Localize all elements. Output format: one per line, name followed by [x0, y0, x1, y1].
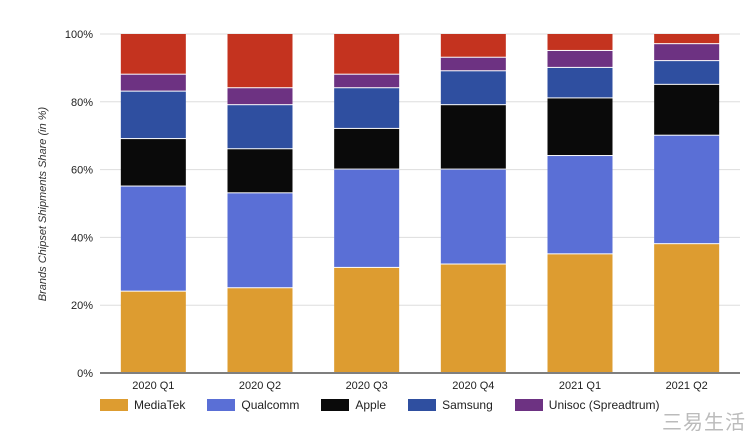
y-tick-label: 80% — [71, 97, 93, 109]
x-tick-label: 2021 Q2 — [666, 380, 708, 392]
x-tick-label: 2020 Q2 — [239, 380, 281, 392]
bar-segment-qualcomm-2021-q2 — [654, 135, 720, 244]
bar-segment-apple-2021-q2 — [654, 84, 720, 135]
bar-segment-mediatek-2021-q1 — [547, 254, 613, 372]
legend-item: MediaTek — [100, 398, 185, 412]
bar-segment-samsung-2020-q2 — [227, 105, 293, 149]
bar-segment-unisoc-spreadtrum--2020-q2 — [227, 88, 293, 105]
y-tick-labels: 0% 20% 40% 60% 80% 100% — [65, 29, 93, 380]
bar-segment-qualcomm-2020-q4 — [440, 169, 506, 264]
bars — [120, 34, 720, 372]
bar-segment-unlabeled-2020-q1 — [120, 34, 186, 74]
bar-segment-mediatek-2020-q4 — [440, 264, 506, 372]
bar-segment-unisoc-spreadtrum--2021-q2 — [654, 44, 720, 61]
legend-swatch — [207, 399, 236, 411]
legend-item: Qualcomm — [207, 398, 299, 412]
bar-segment-unlabeled-2021-q1 — [547, 34, 613, 50]
bar-segment-mediatek-2021-q2 — [654, 244, 720, 372]
bar-segment-unisoc-spreadtrum--2021-q1 — [547, 50, 613, 67]
legend: MediaTek Qualcomm Apple Samsung Unisoc (Spre… — [100, 398, 659, 412]
legend-swatch — [408, 399, 437, 411]
bar-segment-mediatek-2020-q1 — [120, 291, 186, 372]
x-tick-label: 2020 Q3 — [346, 380, 388, 392]
bar-segment-unlabeled-2020-q2 — [227, 34, 293, 88]
legend-swatch — [514, 399, 543, 411]
y-tick-label: 100% — [65, 29, 93, 41]
y-tick-label: 40% — [71, 232, 93, 244]
bar-segment-apple-2021-q1 — [547, 98, 613, 156]
legend-item: Samsung — [408, 398, 493, 412]
x-tick-label: 2020 Q4 — [452, 380, 494, 392]
bar-segment-apple-2020-q3 — [334, 128, 400, 169]
gridlines — [100, 33, 740, 374]
bar-segment-qualcomm-2020-q1 — [120, 186, 186, 291]
x-tick-label: 2021 Q1 — [559, 380, 601, 392]
bar-segment-mediatek-2020-q3 — [334, 267, 400, 372]
y-tick-label: 0% — [77, 368, 93, 380]
bar-segment-samsung-2021-q1 — [547, 67, 613, 98]
legend-label: Unisoc (Spreadtrum) — [548, 398, 660, 412]
watermark-logo: 三易生活 — [662, 412, 746, 434]
bar-segment-apple-2020-q2 — [227, 149, 293, 193]
legend-label: MediaTek — [134, 398, 186, 412]
bar-segment-mediatek-2020-q2 — [227, 288, 293, 372]
bar-segment-samsung-2020-q4 — [440, 71, 506, 105]
x-tick-label: 2020 Q1 — [132, 380, 174, 392]
y-axis-label: Brands Chipset Shipments Share (in %) — [37, 106, 49, 301]
legend-label: Qualcomm — [241, 398, 300, 412]
y-tick-label: 60% — [71, 165, 93, 177]
bar-segment-samsung-2021-q2 — [654, 61, 720, 84]
bar-segment-unlabeled-2021-q2 — [654, 34, 720, 44]
legend-label: Apple — [355, 398, 387, 412]
legend-item: Apple — [321, 398, 386, 412]
bar-segment-unlabeled-2020-q4 — [440, 34, 506, 57]
bar-segment-apple-2020-q4 — [440, 105, 506, 169]
legend-swatch — [321, 399, 350, 411]
y-tick-label: 20% — [71, 300, 93, 312]
bar-segment-unlabeled-2020-q3 — [334, 34, 400, 74]
bar-segment-qualcomm-2021-q1 — [547, 156, 613, 254]
legend-label: Samsung — [442, 398, 493, 412]
legend-swatch — [100, 399, 128, 411]
bar-segment-unisoc-spreadtrum--2020-q4 — [440, 57, 506, 71]
bar-segment-qualcomm-2020-q3 — [334, 169, 400, 267]
bar-segment-samsung-2020-q3 — [334, 88, 400, 128]
bar-segment-unisoc-spreadtrum--2020-q1 — [120, 74, 186, 91]
bar-segment-samsung-2020-q1 — [120, 91, 186, 139]
legend-item: Unisoc (Spreadtrum) — [514, 398, 660, 412]
bar-segment-qualcomm-2020-q2 — [227, 193, 293, 288]
x-tick-labels: 2020 Q1 2020 Q2 2020 Q3 2020 Q4 2021 Q1 2021 … — [132, 380, 708, 392]
bar-segment-apple-2020-q1 — [120, 139, 186, 186]
bar-segment-unisoc-spreadtrum--2020-q3 — [334, 74, 400, 88]
